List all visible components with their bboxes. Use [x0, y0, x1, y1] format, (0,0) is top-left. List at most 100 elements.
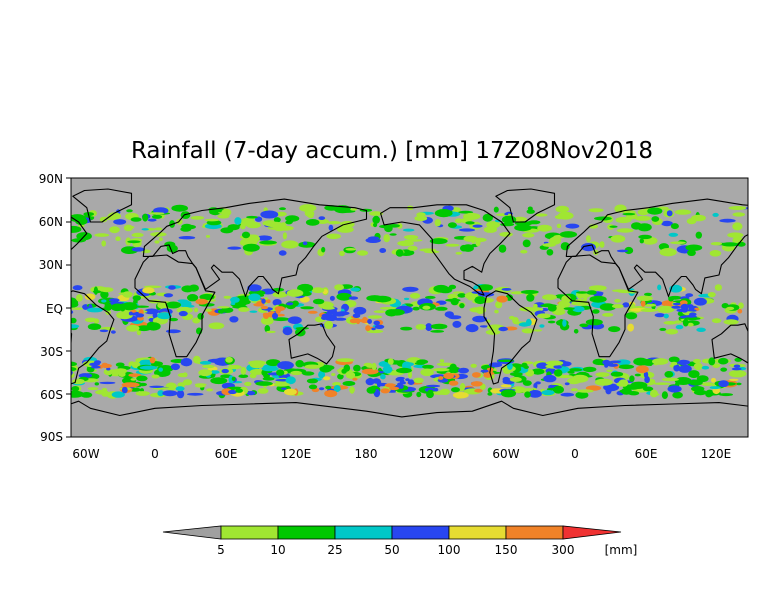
rain-cell	[192, 317, 201, 324]
rain-cell	[710, 242, 723, 246]
rain-cell	[588, 208, 604, 213]
rain-cell	[221, 368, 229, 374]
rain-cell	[389, 386, 400, 391]
rain-cell	[334, 284, 344, 291]
rain-cell	[677, 359, 691, 366]
rain-cell	[696, 327, 706, 332]
rain-cell	[526, 209, 535, 214]
rain-cell	[438, 376, 444, 380]
rain-cell	[175, 386, 185, 392]
rain-cell	[190, 216, 205, 220]
rain-cell	[235, 388, 243, 393]
rain-cell	[638, 234, 652, 240]
legend-swatch-10-25	[277, 525, 336, 540]
rain-cell	[449, 363, 457, 371]
rain-cell	[416, 391, 422, 398]
rain-cell	[736, 382, 742, 386]
rain-cell	[520, 290, 539, 294]
rain-cell	[448, 380, 459, 386]
rain-cell	[142, 213, 149, 222]
rain-cell	[653, 382, 671, 386]
rain-cell	[389, 233, 397, 236]
lat-label-30n: 30N	[39, 258, 63, 272]
rain-cell	[495, 300, 503, 309]
rain-cell	[171, 204, 188, 212]
rain-cell	[94, 382, 100, 386]
rain-cell	[379, 248, 387, 253]
rain-cell	[72, 285, 83, 291]
rain-cell	[659, 248, 677, 257]
rain-cell	[478, 284, 493, 291]
rain-cell	[71, 371, 75, 379]
rain-cell	[416, 212, 426, 218]
lon-label-60w: 60W	[72, 447, 99, 461]
rain-cell	[720, 367, 728, 372]
rain-cell	[472, 224, 483, 228]
rain-cell	[204, 218, 220, 222]
rain-cell	[647, 207, 663, 215]
rain-cell	[265, 221, 284, 228]
rain-cell	[589, 295, 607, 303]
rain-cell	[65, 244, 71, 248]
lon-label-60w-2: 60W	[492, 447, 519, 461]
rain-cell	[712, 363, 721, 368]
rain-cell	[116, 311, 133, 320]
rain-cell	[625, 312, 638, 320]
rain-cell	[234, 217, 242, 225]
rain-cell	[248, 293, 261, 302]
rain-cell	[278, 250, 287, 256]
rain-cell	[231, 376, 236, 381]
rain-cell	[342, 381, 356, 386]
rain-cell	[101, 240, 106, 247]
rain-cell	[586, 290, 597, 295]
rain-cell	[719, 393, 733, 397]
legend-tick-150: 150	[495, 543, 518, 557]
rain-cell	[672, 391, 683, 399]
rain-cell	[348, 372, 356, 379]
rain-cell	[502, 376, 510, 382]
rain-cell	[659, 327, 667, 331]
rain-cell	[87, 387, 99, 391]
rain-cell	[688, 370, 700, 379]
rain-cell	[76, 294, 83, 302]
rain-cell	[672, 302, 681, 306]
rain-cell	[691, 214, 706, 222]
rain-cell	[546, 249, 554, 256]
australia-coast-repeat	[711, 323, 748, 364]
rain-cell	[606, 369, 613, 373]
rain-cell	[452, 392, 469, 399]
rain-cell	[371, 327, 376, 331]
rain-cell	[450, 297, 459, 306]
precipitation-layer	[65, 204, 748, 399]
rain-cell	[568, 368, 583, 372]
rain-cell	[693, 297, 707, 306]
rain-cell	[732, 212, 746, 217]
rain-cell	[424, 250, 440, 254]
rain-cell	[329, 295, 335, 301]
rain-cell	[176, 218, 183, 225]
rain-cell	[413, 377, 424, 384]
rain-cell	[426, 384, 441, 388]
rain-cell	[366, 329, 384, 334]
rain-cell	[542, 294, 557, 301]
rain-cell	[246, 215, 258, 219]
rain-cell	[380, 374, 386, 380]
rain-cell	[139, 365, 158, 370]
rain-cell	[455, 251, 463, 255]
rain-cell	[496, 295, 508, 303]
rain-cell	[131, 247, 145, 252]
rain-cell	[498, 326, 509, 332]
rain-cell	[687, 249, 696, 256]
map-title: Rainfall (7-day accum.) [mm] 17Z08Nov201…	[130, 138, 654, 164]
rain-cell	[709, 250, 722, 257]
rain-cell	[373, 222, 378, 228]
rain-cell	[483, 226, 498, 233]
rain-cell	[422, 364, 434, 369]
rain-cell	[638, 359, 656, 366]
rain-cell	[210, 370, 220, 374]
rain-cell	[135, 391, 150, 396]
rain-cell	[71, 366, 77, 372]
rain-cell	[367, 236, 380, 241]
rain-cell	[246, 391, 256, 396]
